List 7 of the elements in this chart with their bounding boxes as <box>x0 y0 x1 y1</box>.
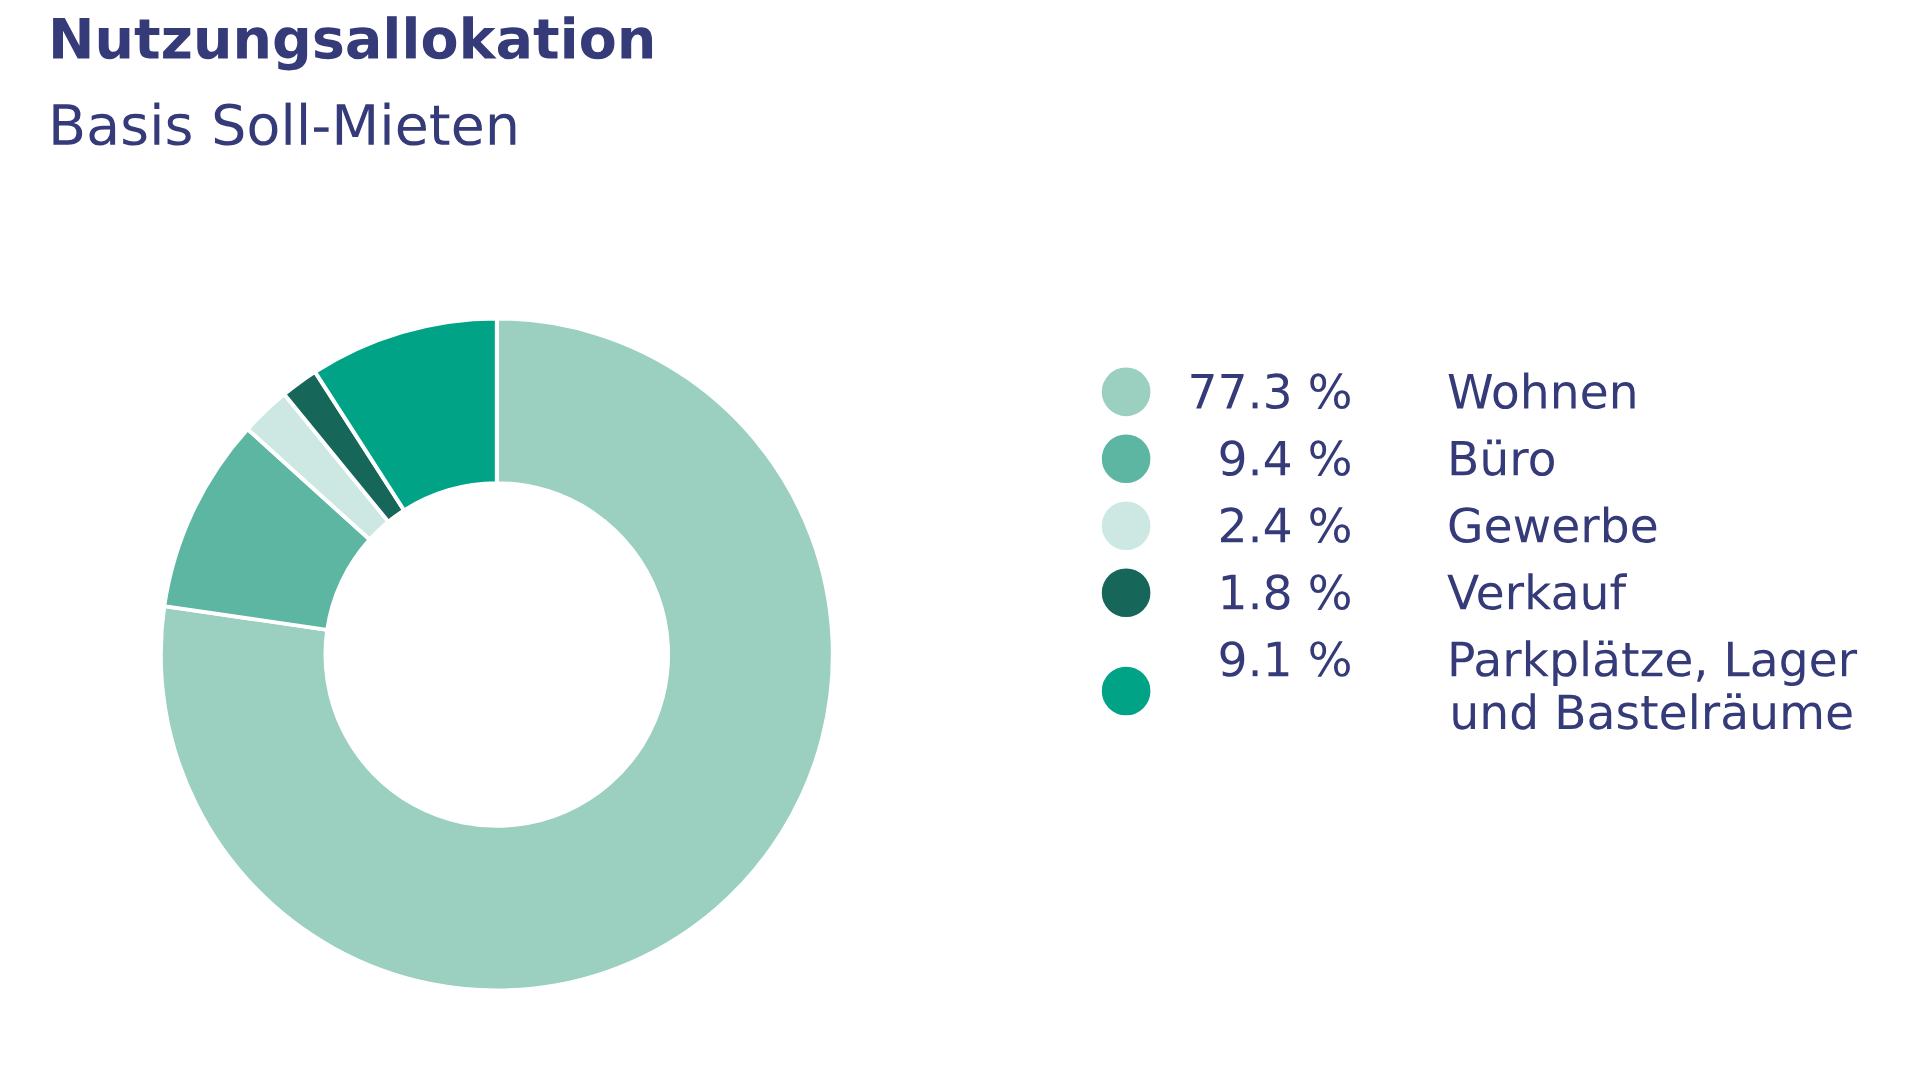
chart-subtitle: Basis Soll-Mieten <box>53 102 516 146</box>
legend-label: 9.1 % Parkplätze, Lager und Bastelräume <box>1220 640 1858 730</box>
chart-title: Nutzungsallokation <box>53 16 653 71</box>
legend-label: 77.3 % Wohnen <box>1191 372 1635 410</box>
legend-label: 2.4 % Gewerbe <box>1221 506 1657 543</box>
legend-label: 1.8 % Verkauf <box>1222 573 1627 610</box>
legend-label: 9.4 % Büro <box>1220 439 1554 477</box>
